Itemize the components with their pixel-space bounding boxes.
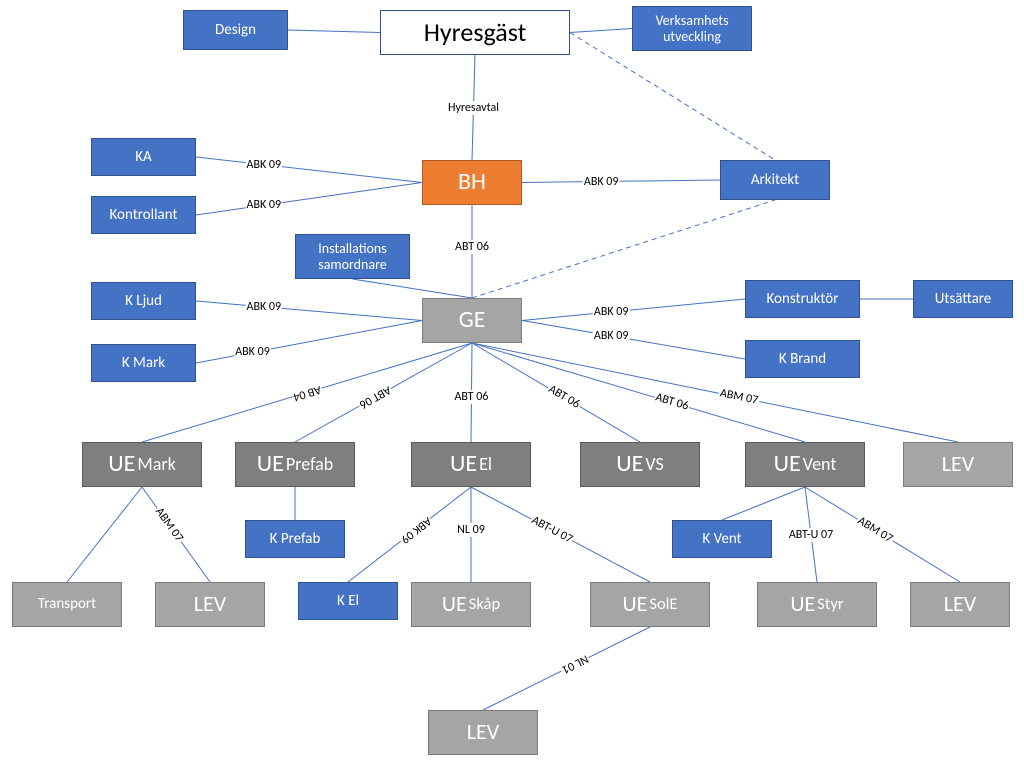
node-sublabel: El <box>479 455 492 475</box>
edge-label: NL 01 <box>558 651 591 677</box>
edge-label: ABK 09 <box>583 175 620 189</box>
node-ueprefab: UE Prefab <box>235 442 355 487</box>
node-label: UE <box>450 451 477 477</box>
edge-label: ABT-U 07 <box>528 513 576 547</box>
node-uevs: UE VS <box>580 442 700 487</box>
node-hyresgast: Hyresgäst <box>380 10 570 55</box>
edge-label: ABK 09 <box>234 345 271 359</box>
node-lev1: LEV <box>903 442 1013 487</box>
edge-label: ABT 06 <box>653 391 691 415</box>
node-ge: GE <box>422 298 522 343</box>
edge-label: ABM 07 <box>152 504 187 545</box>
node-ueel: UE El <box>411 442 531 487</box>
node-sublabel: Mark <box>137 455 175 475</box>
node-kbrand: K Brand <box>745 340 860 378</box>
node-kprefab: K Prefab <box>245 520 345 558</box>
node-sublabel: Styr <box>817 595 843 613</box>
edge-label: ABT 06 <box>454 240 490 254</box>
node-uestyr: UE Styr <box>757 582 877 627</box>
node-kontrollant: Kontrollant <box>91 196 196 234</box>
org-diagram: Hyresgäst Design Verksamhets utveckling BH K… <box>0 0 1024 784</box>
node-design: Design <box>183 10 288 50</box>
node-label: UE <box>108 451 135 477</box>
edge-label: ABT-U 07 <box>788 528 834 542</box>
node-ka: KA <box>91 138 196 176</box>
edge-label: ABM 07 <box>718 387 761 409</box>
node-kel: K El <box>298 582 398 620</box>
edge-label: ABK 09 <box>593 305 630 319</box>
edge-label: NL 09 <box>456 523 486 537</box>
node-lev4: LEV <box>428 710 538 755</box>
edges-layer <box>0 0 1024 784</box>
edge-label: AB 04 <box>290 381 323 403</box>
node-utsattare: Utsättare <box>913 280 1013 318</box>
edge-label: ABT 06 <box>356 383 394 413</box>
node-bh: BH <box>422 160 522 205</box>
node-kmark: K Mark <box>91 344 196 382</box>
node-lev3: LEV <box>910 582 1010 627</box>
node-label: UE <box>257 451 284 477</box>
node-sublabel: Prefab <box>286 455 333 475</box>
node-konstruktor: Konstruktör <box>745 280 860 318</box>
node-label: UE <box>790 592 815 616</box>
edge-label: ABK 09 <box>246 300 283 314</box>
node-ueskap: UE Skåp <box>411 582 531 627</box>
node-instsamord: Installations samordnare <box>295 234 410 279</box>
node-uevent: UE Vent <box>745 442 865 487</box>
node-transport: Transport <box>12 582 122 627</box>
edge-label: ABK 09 <box>246 158 283 172</box>
node-kljud: K Ljud <box>91 282 196 320</box>
node-sublabel: Skåp <box>469 595 500 613</box>
node-lev2: LEV <box>155 582 265 627</box>
node-verkutv: Verksamhets utveckling <box>632 6 752 51</box>
node-uemark: UE Mark <box>82 442 202 487</box>
edge-label: ABK 09 <box>246 198 283 212</box>
node-uesole: UE SolE <box>590 582 710 627</box>
edge-label: ABT 06 <box>545 382 583 412</box>
edge-label: Hyresavtal <box>447 101 500 115</box>
node-kvent: K Vent <box>672 520 772 558</box>
edge-label: ABK 09 <box>397 513 435 546</box>
edge-label: ABK 09 <box>593 329 630 343</box>
node-label: UE <box>616 451 643 477</box>
node-sublabel: SolE <box>649 595 677 613</box>
edge-label: ABM 07 <box>854 513 896 546</box>
node-label: UE <box>442 592 467 616</box>
node-label: UE <box>623 592 648 616</box>
node-sublabel: Vent <box>803 455 837 475</box>
edge-label: ABT 06 <box>453 390 489 404</box>
node-arkitekt: Arkitekt <box>720 160 830 200</box>
node-sublabel: VS <box>645 455 663 475</box>
node-label: UE <box>774 451 801 477</box>
